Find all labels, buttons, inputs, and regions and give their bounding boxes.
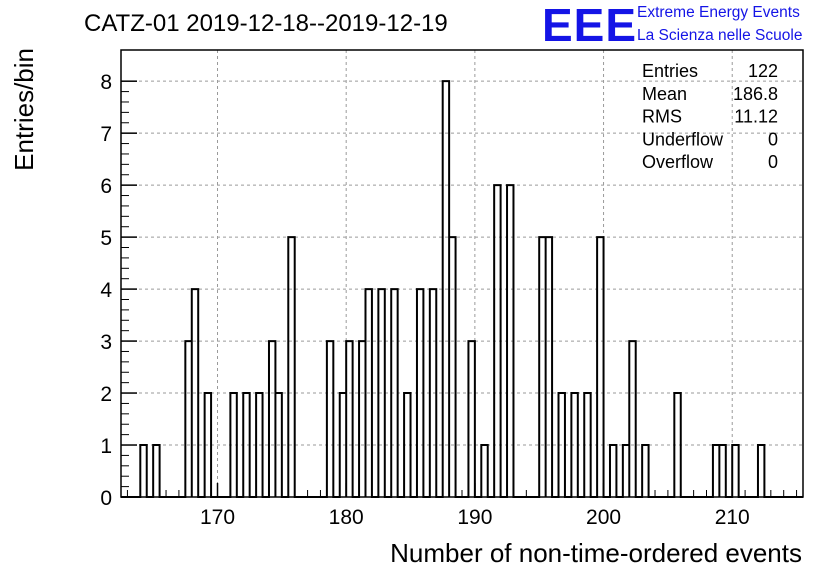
y-tick-label: 2: [100, 383, 112, 406]
y-axis-label: Entries/bin: [9, 48, 39, 171]
stats-label: Underflow: [642, 129, 724, 149]
x-tick-label: 190: [457, 506, 492, 529]
stats-box: Entries 122 Mean 186.8 RMS 11.12 Underflow 0 Ove…: [642, 61, 778, 172]
stats-value: 186.8: [733, 84, 778, 104]
stats-value: 0: [768, 152, 778, 172]
y-tick-label: 1: [100, 435, 112, 458]
y-tick-label: 8: [100, 71, 112, 94]
stats-value: 122: [748, 61, 778, 81]
y-tick-label: 5: [100, 227, 112, 250]
x-tick-label: 180: [329, 506, 364, 529]
chart-title: CATZ-01 2019-12-18--2019-12-19: [84, 10, 448, 37]
x-axis-ticks: 170 180 190 200 210: [126, 483, 798, 529]
stats-label: Entries: [642, 61, 698, 81]
stats-value: 11.12: [734, 107, 778, 127]
y-axis-ticks: 0 1 2 3 4 5 6 7 8: [100, 71, 137, 510]
eee-logo: EEE Extreme Energy Events La Scienza nel…: [542, 0, 802, 51]
x-tick-label: 200: [586, 506, 621, 529]
x-tick-label: 170: [200, 506, 235, 529]
y-tick-label: 7: [100, 123, 112, 146]
y-tick-label: 6: [100, 175, 112, 198]
logo-mark: EEE: [542, 0, 637, 51]
stats-value: 0: [768, 129, 778, 149]
logo-line-1: Extreme Energy Events: [637, 4, 800, 21]
y-tick-label: 3: [100, 331, 112, 354]
y-tick-label: 4: [100, 279, 112, 302]
stats-label: Mean: [642, 84, 687, 104]
plot-frame: [120, 49, 804, 498]
x-axis-label: Number of non-time-ordered events: [390, 538, 802, 568]
stats-label: RMS: [642, 107, 682, 127]
stats-label: Overflow: [642, 152, 714, 172]
logo-line-2: La Scienza nelle Scuole: [637, 27, 802, 44]
x-tick-label: 210: [715, 506, 750, 529]
grid-lines: [121, 50, 803, 498]
y-tick-label: 0: [100, 487, 112, 510]
